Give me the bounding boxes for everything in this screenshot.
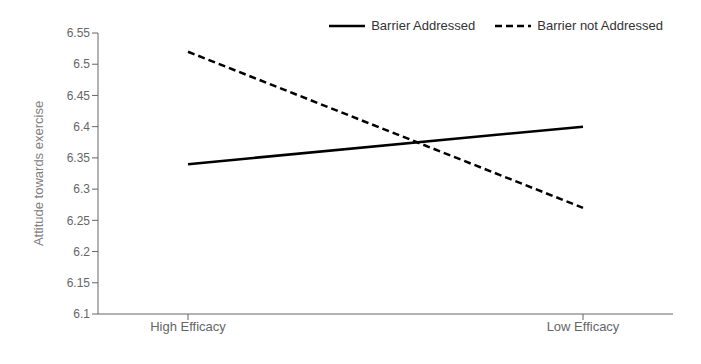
svg-text:6.25: 6.25 [67, 214, 91, 228]
html-text:Barrier not Addressed: Barrier not Addressed [537, 18, 663, 33]
svg-text:6.3: 6.3 [73, 182, 90, 196]
svg-text:High Efficacy: High Efficacy [150, 319, 226, 334]
html-text:Barrier Addressed: Barrier Addressed [371, 18, 476, 33]
svg-text:6.45: 6.45 [67, 89, 91, 103]
svg-text:6.15: 6.15 [67, 276, 91, 290]
svg-text:Low Efficacy: Low Efficacy [547, 319, 620, 334]
svg-text:6.55: 6.55 [67, 26, 91, 40]
svg-text:Attitude towards exercise: Attitude towards exercise [31, 101, 46, 246]
svg-text:6.35: 6.35 [67, 151, 91, 165]
svg-text:6.5: 6.5 [73, 57, 90, 71]
svg-text:6.1: 6.1 [73, 307, 90, 321]
svg-text:6.4: 6.4 [73, 120, 90, 134]
svg-text:6.2: 6.2 [73, 245, 90, 259]
